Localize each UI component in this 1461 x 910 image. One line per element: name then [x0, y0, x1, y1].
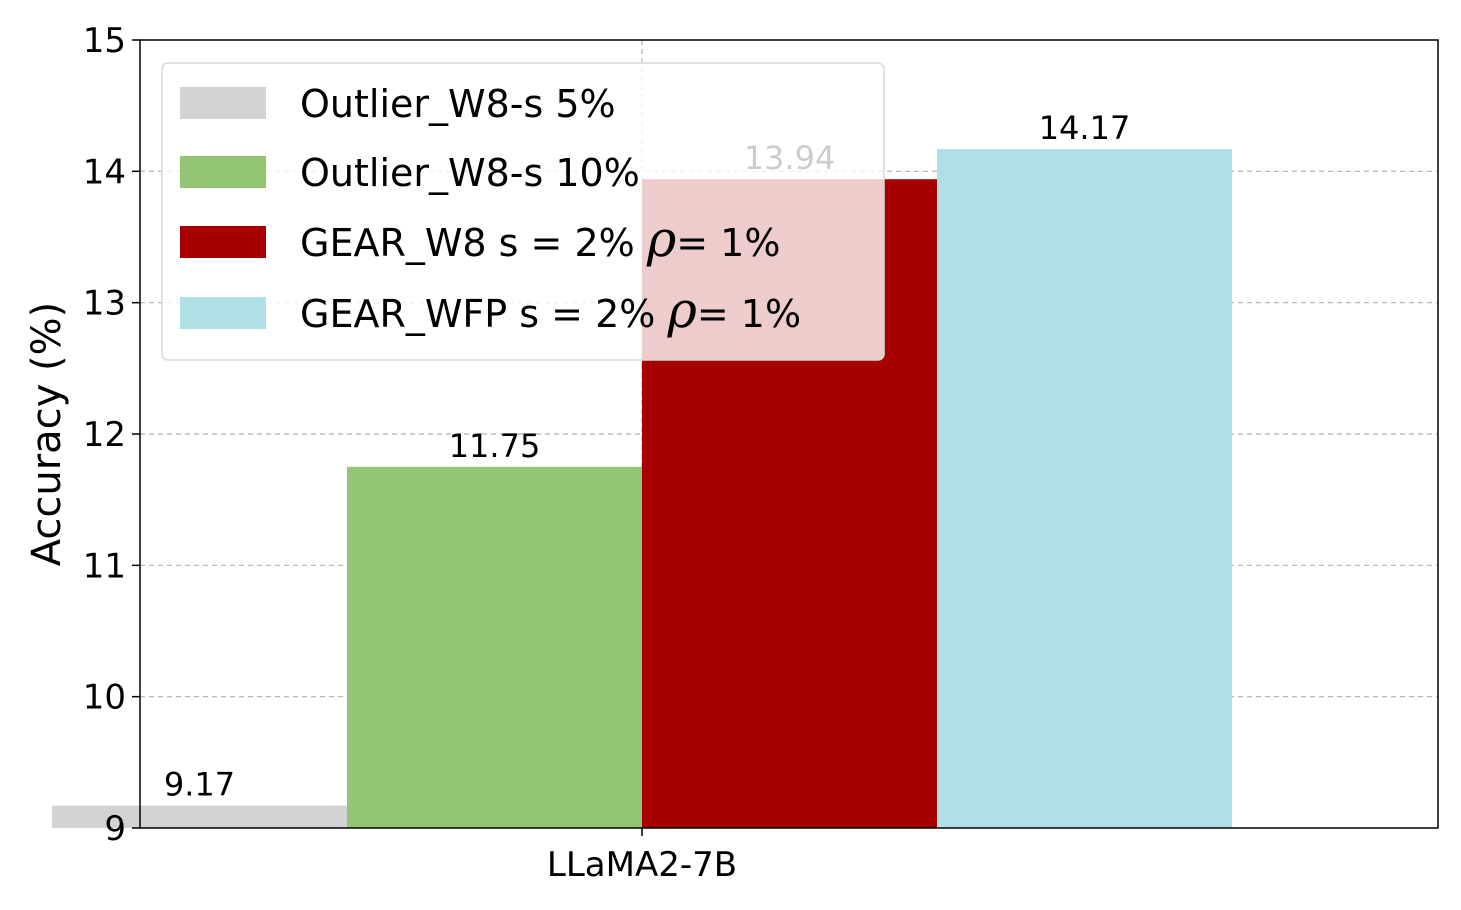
data-label-series-2: 11.75	[449, 427, 541, 465]
y-tick-label: 13	[83, 284, 126, 324]
y-tick-label: 12	[83, 415, 126, 455]
y-tick-label: 15	[83, 21, 126, 61]
bar-series-1	[52, 805, 347, 828]
legend-label-series-4: GEAR_WFP s = 2% ρ= 1%	[300, 281, 801, 339]
legend-swatch-series-3	[180, 226, 266, 258]
legend-swatch-series-2	[180, 156, 266, 188]
legend-label-series-1: Outlier_W8-s 5%	[300, 82, 616, 126]
legend-label-series-2: Outlier_W8-s 10%	[300, 151, 640, 195]
y-axis-title: Accuracy (%)	[24, 302, 70, 567]
bar-series-4	[937, 149, 1232, 829]
data-label-series-1: 9.17	[164, 766, 235, 804]
legend: Outlier_W8-s 5% Outlier_W8-s 10% GEAR_W8 s…	[161, 62, 885, 361]
y-tick-label: 10	[83, 678, 126, 718]
data-label-series-4: 14.17	[1039, 109, 1131, 147]
x-axis-ticks: LLaMA2-7B	[547, 828, 737, 885]
y-tick-label: 11	[83, 546, 126, 586]
y-axis-ticks: 9 10 11 12 13 14 15	[83, 21, 140, 849]
bar-series-2	[347, 466, 642, 828]
legend-swatch-series-4	[180, 297, 266, 329]
y-tick-label: 14	[83, 152, 126, 192]
legend-swatch-series-1	[180, 87, 266, 119]
legend-label-series-3: GEAR_W8 s = 2% ρ= 1%	[300, 210, 780, 268]
y-tick-label: 9	[104, 809, 126, 849]
legend-box	[161, 62, 885, 361]
x-tick-label: LLaMA2-7B	[547, 845, 737, 885]
